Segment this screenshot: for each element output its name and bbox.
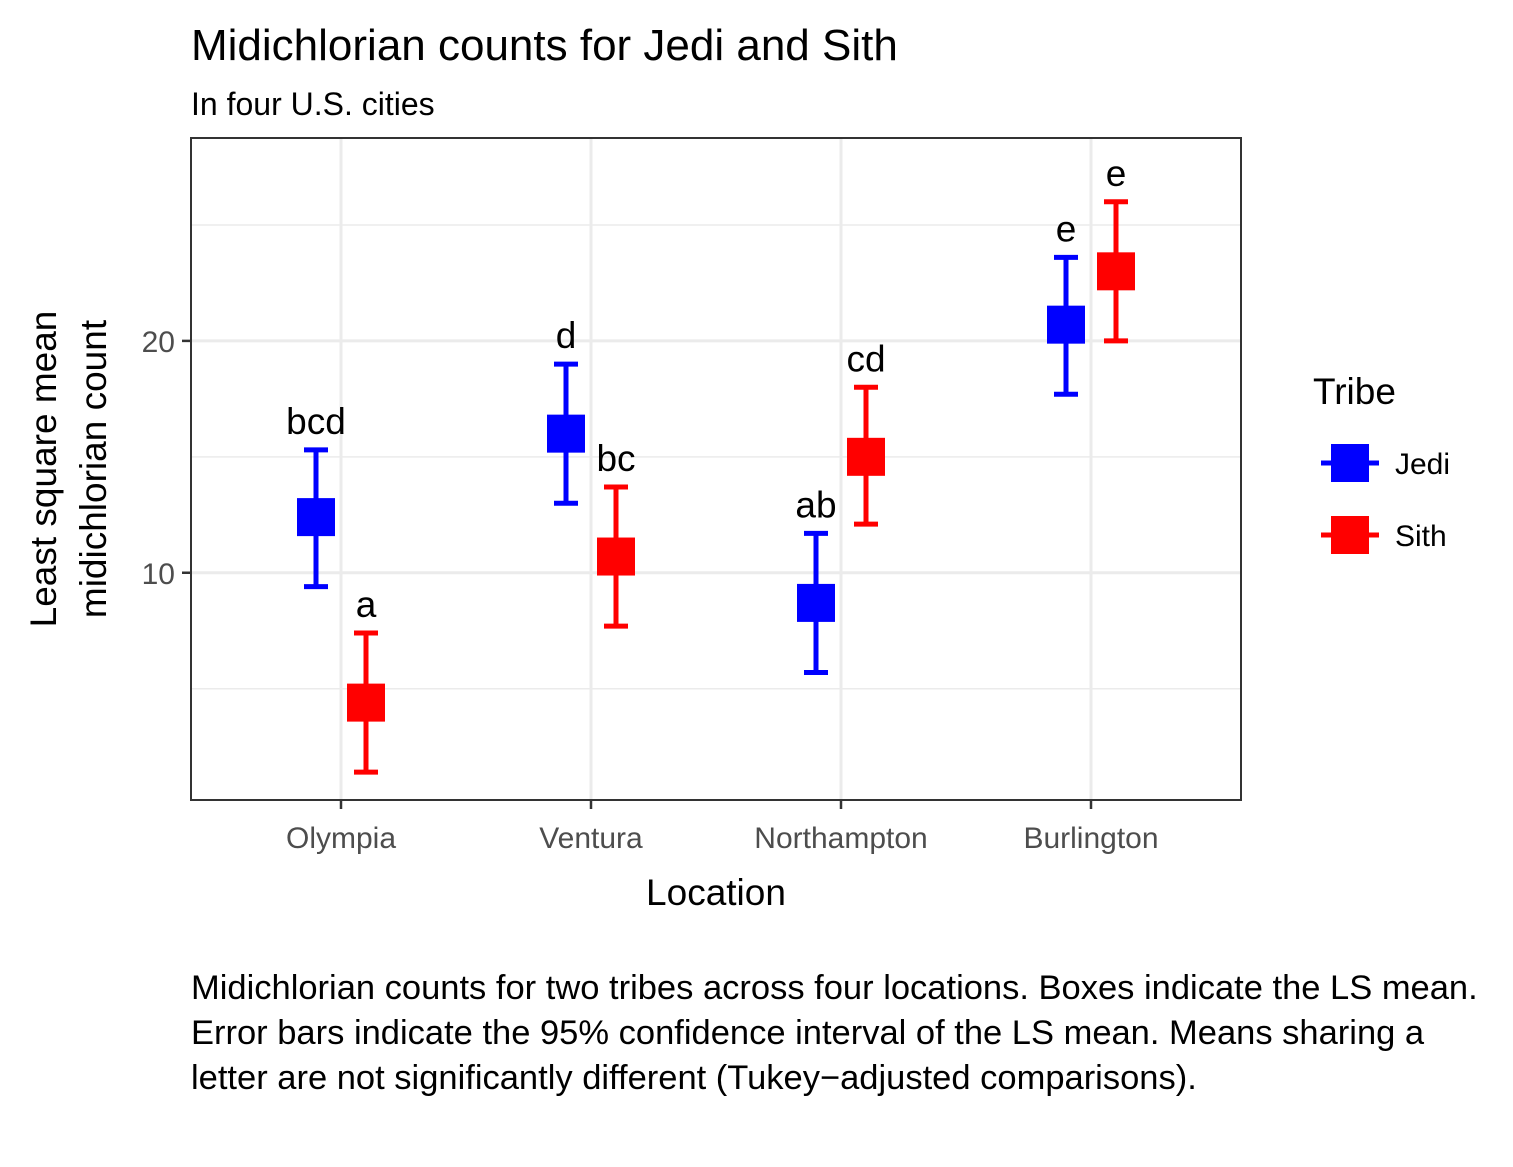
chart-title: Midichlorian counts for Jedi and Sith bbox=[191, 21, 898, 70]
mean-box bbox=[847, 437, 885, 476]
error-bar-group: bcd bbox=[286, 401, 346, 590]
error-bar-group: cd bbox=[846, 338, 886, 527]
significance-letter: e bbox=[1106, 153, 1127, 194]
legend: Tribe Jedi Sith bbox=[1313, 371, 1450, 554]
legend-key-box bbox=[1331, 516, 1369, 554]
error-bar-group: e bbox=[1097, 153, 1135, 344]
legend-label: Jedi bbox=[1395, 448, 1450, 481]
y-tick-label: 10 bbox=[142, 558, 175, 591]
mean-box bbox=[547, 414, 585, 453]
legend-entry-sith: Sith bbox=[1321, 516, 1447, 554]
significance-letter: cd bbox=[846, 338, 885, 379]
x-tick-label: Olympia bbox=[286, 822, 396, 855]
y-axis-title-line2: midichlorian count bbox=[73, 319, 114, 618]
plot-marks: bcd d ab e a bc cd e bbox=[286, 153, 1135, 775]
significance-letter: a bbox=[356, 584, 377, 625]
x-tick-label: Ventura bbox=[539, 822, 643, 855]
legend-key-box bbox=[1331, 444, 1369, 482]
mean-box bbox=[597, 537, 635, 576]
legend-title: Tribe bbox=[1313, 371, 1396, 412]
axes: 10 20 Olympia Ventura Northampton Burlington bbox=[142, 326, 1159, 855]
significance-letter: ab bbox=[795, 484, 836, 525]
mean-box bbox=[1097, 252, 1135, 291]
error-bar-group: bc bbox=[596, 438, 636, 629]
x-tick-label: Burlington bbox=[1023, 822, 1158, 855]
mean-box bbox=[1047, 305, 1085, 344]
significance-letter: bc bbox=[596, 438, 635, 479]
legend-label: Sith bbox=[1395, 520, 1447, 553]
mean-box bbox=[797, 583, 835, 622]
x-tick-label: Northampton bbox=[754, 822, 927, 855]
y-tick-label: 20 bbox=[142, 326, 175, 359]
error-bar-group: a bbox=[347, 584, 385, 775]
error-bar-group: ab bbox=[795, 484, 837, 675]
grid bbox=[191, 138, 1241, 800]
panel-border bbox=[190, 137, 1242, 801]
mean-box bbox=[347, 683, 385, 722]
y-axis-title-line1: Least square mean bbox=[23, 311, 64, 628]
significance-letter: bcd bbox=[286, 401, 346, 442]
figure-caption: Midichlorian counts for two tribes acros… bbox=[191, 969, 1478, 1097]
mean-box bbox=[297, 498, 335, 537]
error-bar-group: d bbox=[547, 315, 585, 506]
x-axis-title: Location bbox=[646, 872, 786, 913]
significance-letter: d bbox=[556, 315, 577, 356]
legend-entry-jedi: Jedi bbox=[1321, 444, 1450, 482]
significance-letter: e bbox=[1056, 208, 1077, 249]
chart-subtitle: In four U.S. cities bbox=[191, 86, 435, 122]
error-bar-group: e bbox=[1047, 208, 1085, 397]
